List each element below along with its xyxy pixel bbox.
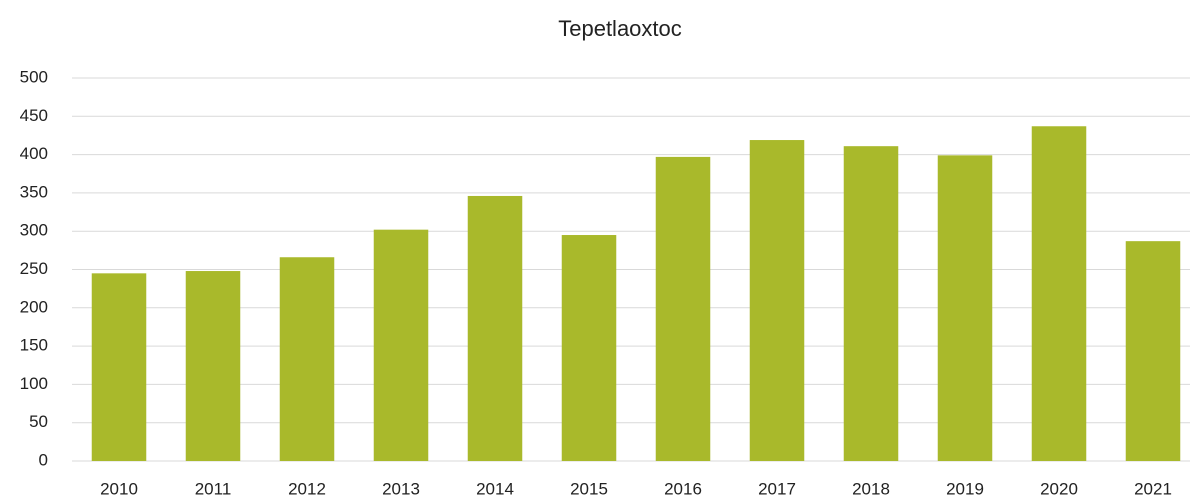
x-tick-label: 2012 (288, 479, 326, 498)
x-tick-label: 2013 (382, 479, 420, 498)
bar (749, 140, 805, 461)
y-tick-label: 100 (20, 374, 48, 393)
bar (561, 235, 617, 461)
y-tick-label: 200 (20, 297, 48, 316)
y-tick-label: 450 (20, 106, 48, 125)
bar (843, 146, 899, 461)
bar (1031, 126, 1087, 462)
x-tick-label: 2014 (476, 479, 514, 498)
x-tick-label: 2016 (664, 479, 702, 498)
y-tick-label: 500 (20, 67, 48, 86)
y-tick-label: 250 (20, 259, 48, 278)
x-tick-label: 2020 (1040, 479, 1078, 498)
y-tick-label: 0 (39, 450, 48, 469)
bar (279, 257, 335, 461)
x-tick-label: 2018 (852, 479, 890, 498)
bar (655, 156, 711, 461)
x-tick-label: 2021 (1134, 479, 1172, 498)
x-tick-label: 2015 (570, 479, 608, 498)
y-tick-label: 350 (20, 182, 48, 201)
bar (1125, 241, 1181, 461)
bar (91, 273, 147, 461)
x-tick-label: 2011 (195, 479, 232, 498)
y-tick-label: 300 (20, 221, 48, 240)
x-tick-label: 2019 (946, 479, 984, 498)
bar (937, 155, 993, 461)
bar (373, 229, 429, 461)
y-tick-label: 400 (20, 144, 48, 163)
x-tick-label: 2017 (758, 479, 796, 498)
x-tick-label: 2010 (100, 479, 138, 498)
chart-title: Tepetlaoxtoc (558, 16, 682, 41)
bar (185, 271, 241, 461)
y-tick-label: 50 (29, 412, 48, 431)
y-tick-label: 150 (20, 336, 48, 355)
bar (467, 195, 523, 462)
